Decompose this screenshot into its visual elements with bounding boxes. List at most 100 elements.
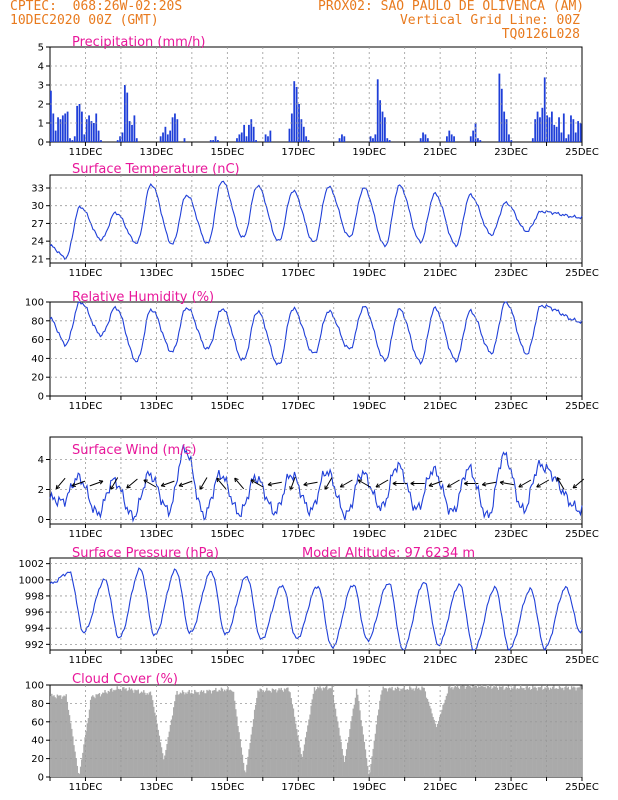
wind-arrow (357, 479, 371, 488)
precip-bar (543, 77, 546, 142)
cloud-cover-bar (373, 740, 376, 777)
cloud-cover-bar (374, 733, 377, 777)
wind-arrow (446, 479, 460, 488)
precip-bar (121, 132, 124, 142)
y-tick-label: 994 (25, 624, 44, 635)
wind-arrow (267, 481, 282, 487)
cloud-cover-bar (186, 693, 188, 777)
cloud-cover-bar (99, 696, 102, 777)
cloud-cover-bar (560, 688, 563, 777)
cloud-cover-bar (240, 747, 243, 777)
cloud-cover-bar (79, 766, 82, 777)
cloud-cover-bar (433, 719, 435, 777)
cloud-cover-bar (352, 708, 354, 777)
cloud-cover-bar (380, 694, 382, 777)
x-tick-label: 19DEC (352, 655, 386, 666)
cloud-cover-bar (535, 687, 537, 777)
cloud-cover-bar (247, 756, 249, 777)
cloud-cover-bar (487, 685, 490, 777)
cloud-cover-bar (575, 690, 577, 777)
cloud-cover-bar (320, 688, 322, 777)
cloud-cover-bar (499, 686, 502, 777)
cloud-cover-bar (284, 689, 287, 777)
cloud-cover-bar (267, 690, 269, 777)
precip-bar (128, 121, 131, 142)
cloud-cover-bar (194, 689, 196, 777)
precip-bar (255, 140, 257, 142)
x-tick-label: 19DEC (352, 782, 386, 793)
cloud-cover-bar (239, 739, 241, 777)
cloud-cover-bar (289, 692, 291, 777)
cloud-cover-bar (221, 688, 224, 777)
cloud-cover-bar (248, 749, 250, 777)
cloud-cover-bar (366, 766, 369, 777)
precip-bar (305, 136, 308, 142)
y-tick-label: 100 (25, 298, 44, 309)
cloud-cover-bar (83, 744, 85, 777)
precip-bar (95, 113, 98, 142)
cloud-cover-bar (388, 688, 390, 777)
cloud-cover-bar (176, 691, 178, 777)
x-tick-label: 11DEC (69, 147, 103, 158)
cloud-cover-bar (180, 693, 183, 777)
cloud-cover-bar (217, 691, 219, 777)
cloud-cover-bar (413, 690, 415, 777)
x-tick-label: 23DEC (494, 655, 528, 666)
cloud-cover-bar (237, 726, 239, 777)
cloud-cover-bar (544, 687, 546, 777)
cloud-cover-bar (517, 688, 520, 777)
run-date: 10DEC2020 00Z (GMT) (10, 13, 159, 28)
cloud-cover-bar (103, 692, 105, 777)
cloud-cover-bar (175, 694, 177, 777)
cloud-cover-bar (287, 687, 289, 777)
cloud-cover-bar (190, 692, 193, 777)
precip-bar (61, 115, 64, 142)
precip-bar (288, 128, 291, 142)
cloud-cover-bar (442, 704, 444, 777)
cloud-cover-bar (233, 700, 236, 777)
cloud-cover-bar (205, 693, 207, 777)
x-tick-label: 23DEC (494, 782, 528, 793)
x-tick-label: 25DEC (565, 147, 599, 158)
cloud-cover-bar (474, 685, 476, 777)
cloud-cover-bar (139, 692, 142, 777)
precip-bar (343, 136, 346, 142)
precip-bar (169, 130, 172, 142)
y-tick-label: 40 (31, 736, 44, 747)
cloud-cover-bar (563, 690, 565, 777)
cloud-cover-bar (92, 695, 94, 777)
panel-title: Cloud Cover (%) (72, 672, 178, 687)
cloud-cover-bar (53, 695, 55, 777)
cloud-cover-bar (106, 693, 108, 777)
cloud-cover-bar (565, 685, 567, 777)
cloud-cover-bar (410, 687, 412, 777)
cloud-cover-bar (455, 687, 458, 777)
cloud-cover-bar (253, 709, 256, 777)
cloud-cover-bar (454, 685, 456, 777)
y-tick-label: 60 (31, 717, 44, 728)
cloud-cover-bar (290, 698, 292, 777)
cloud-cover-bar (466, 685, 469, 777)
cloud-cover-bar (579, 685, 582, 777)
cloud-cover-bar (447, 686, 450, 777)
cloud-cover-bar (311, 699, 313, 777)
cloud-cover-bar (154, 712, 156, 777)
precip-bar (166, 134, 169, 142)
cloud-cover-bar (475, 685, 478, 777)
cloud-cover-bar (204, 693, 206, 777)
cloud-cover-bar (310, 705, 312, 777)
cloud-cover-bar (345, 749, 348, 777)
cloud-cover-bar (412, 688, 414, 777)
y-tick-label: 4 (38, 455, 44, 466)
cloud-cover-bar (286, 687, 288, 777)
cloud-cover-bar (419, 689, 421, 777)
cloud-cover-bar (491, 688, 493, 777)
cloud-cover-bar (359, 710, 361, 777)
cloud-cover-bar (435, 727, 438, 777)
cloud-cover-bar (512, 688, 514, 777)
y-tick-label: 2 (38, 485, 44, 496)
cloud-cover-bar (478, 686, 481, 777)
cloud-cover-bar (525, 686, 527, 777)
cloud-cover-bar (228, 690, 230, 777)
model-id: TQ0126L028 (501, 27, 580, 42)
